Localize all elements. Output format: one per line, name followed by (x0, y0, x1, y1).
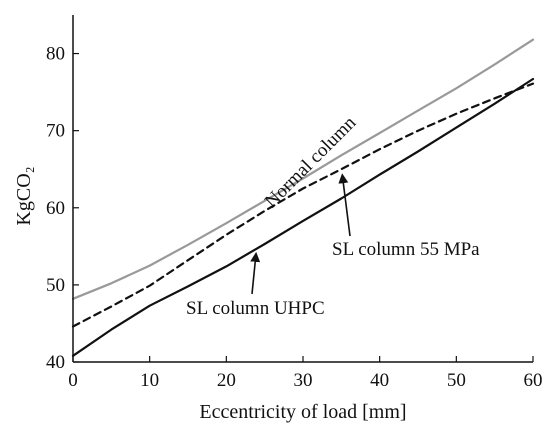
x-tick-label: 50 (447, 370, 466, 391)
sl-column-uhpc-label: SL column UHPC (186, 298, 325, 319)
x-tick-label: 20 (217, 370, 236, 391)
x-tick-label: 10 (140, 370, 159, 391)
sl-column-55mpa-label: SL column 55 MPa (332, 239, 480, 260)
sl-column-uhpc-arrow (250, 251, 261, 295)
x-tick-label: 30 (294, 370, 313, 391)
sl-column-55mpa-line (71, 82, 535, 328)
series-layer (71, 38, 535, 357)
y-axis-title: KgCO₂ (13, 166, 35, 225)
normal-column-line (71, 38, 535, 300)
x-axis-title: Eccentricity of load [mm] (199, 401, 406, 423)
y-tick-label: 40 (46, 352, 65, 373)
y-tick-label: 70 (46, 121, 65, 142)
ticks-layer: 0 10 20 30 40 50 60 40 50 60 70 80 (46, 44, 543, 391)
y-tick-label: 80 (46, 44, 65, 65)
x-tick-label: 0 (68, 370, 78, 391)
sl-column-uhpc-line (71, 77, 535, 357)
x-tick-label: 60 (524, 370, 543, 391)
y-tick-label: 50 (46, 275, 65, 296)
y-tick-label: 60 (46, 198, 65, 219)
sl-column-55mpa-arrow (338, 173, 351, 237)
x-tick-label: 40 (370, 370, 389, 391)
